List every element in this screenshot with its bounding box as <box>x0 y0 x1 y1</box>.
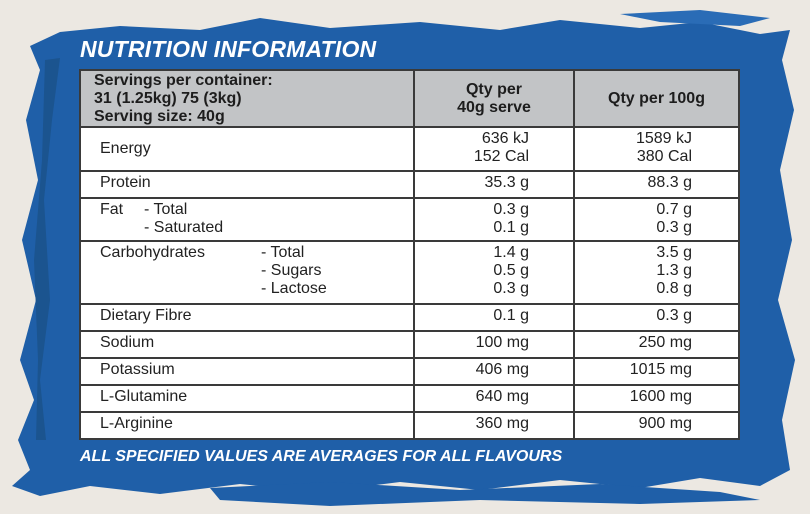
protein-per100: 88.3 g <box>573 170 740 199</box>
fat-serve: 0.3 g 0.1 g <box>413 197 575 242</box>
fibre-per100: 0.3 g <box>573 303 740 332</box>
value: 1.4 g <box>493 244 529 261</box>
potassium-per100: 1015 mg <box>573 357 740 386</box>
table-row-sodium: Sodium 100 mg 250 mg <box>79 330 740 359</box>
carbs-serve: 1.4 g 0.5 g 0.3 g <box>413 240 575 305</box>
glutamine-per100: 1600 mg <box>573 384 740 413</box>
table-row-glutamine: L-Glutamine 640 mg 1600 mg <box>79 384 740 413</box>
fat-per100: 0.7 g 0.3 g <box>573 197 740 242</box>
table-row-fibre: Dietary Fibre 0.1 g 0.3 g <box>79 303 740 332</box>
table-row-energy: Energy 636 kJ 152 Cal 1589 kJ 380 Cal <box>79 126 740 172</box>
serving-size: Serving size: 40g <box>94 107 225 125</box>
table-row-fat: Fat - Total - Saturated 0.3 g 0.1 g <box>79 197 740 242</box>
sodium-per100: 250 mg <box>573 330 740 359</box>
value-kj: 636 kJ <box>481 130 529 147</box>
row-label: Protein <box>79 170 415 199</box>
table-row-arginine: L-Arginine 360 mg 900 mg <box>79 411 740 440</box>
value: 1.3 g <box>656 262 692 279</box>
value-cal: 152 Cal <box>473 148 529 165</box>
carbs-label-cell: Carbohydrates - Total - Sugars - Lactose <box>79 240 415 305</box>
energy-per100: 1589 kJ 380 Cal <box>573 126 740 172</box>
row-label: Potassium <box>79 357 415 386</box>
qty-per-serve-line2: 40g serve <box>457 98 531 116</box>
value: 0.3 g <box>493 280 529 297</box>
value: 0.1 g <box>493 219 529 236</box>
panel-title: NUTRITION INFORMATION <box>80 36 377 62</box>
servings-count: 31 (1.25kg) 75 (3kg) <box>94 89 242 107</box>
sub-label: - Lactose <box>261 280 327 297</box>
averages-note: ALL SPECIFIED VALUES ARE AVERAGES FOR AL… <box>80 448 563 465</box>
row-label: Fat <box>100 201 124 218</box>
value: 0.3 g <box>656 219 692 236</box>
value: 0.3 g <box>493 201 529 218</box>
servings-header: Servings per container: 31 (1.25kg) 75 (… <box>79 69 415 128</box>
sub-label: - Saturated <box>144 219 224 236</box>
table-row-protein: Protein 35.3 g 88.3 g <box>79 170 740 199</box>
table-header-row: Servings per container: 31 (1.25kg) 75 (… <box>79 69 740 128</box>
row-label: Energy <box>79 126 415 172</box>
nutrition-table: Servings per container: 31 (1.25kg) 75 (… <box>79 69 740 440</box>
sub-label: - Sugars <box>261 262 322 279</box>
table-row-potassium: Potassium 406 mg 1015 mg <box>79 357 740 386</box>
sub-label: - Total <box>144 201 188 218</box>
protein-serve: 35.3 g <box>413 170 575 199</box>
glutamine-serve: 640 mg <box>413 384 575 413</box>
qty-per-100g-header: Qty per 100g <box>573 69 740 128</box>
value-kj: 1589 kJ <box>635 130 692 147</box>
qty-per-serve-line1: Qty per <box>465 80 522 98</box>
value: 0.8 g <box>656 280 692 297</box>
table-row-carbohydrates: Carbohydrates - Total - Sugars - Lactose… <box>79 240 740 305</box>
sodium-serve: 100 mg <box>413 330 575 359</box>
arginine-per100: 900 mg <box>573 411 740 440</box>
servings-per-container-label: Servings per container: <box>94 71 273 89</box>
arginine-serve: 360 mg <box>413 411 575 440</box>
value-cal: 380 Cal <box>636 148 692 165</box>
fat-label-cell: Fat - Total - Saturated <box>79 197 415 242</box>
row-label: L-Glutamine <box>79 384 415 413</box>
energy-serve: 636 kJ 152 Cal <box>413 126 575 172</box>
row-label: Carbohydrates <box>100 244 205 261</box>
row-label: L-Arginine <box>79 411 415 440</box>
value: 3.5 g <box>656 244 692 261</box>
value: 0.7 g <box>656 201 692 218</box>
row-label: Dietary Fibre <box>79 303 415 332</box>
potassium-serve: 406 mg <box>413 357 575 386</box>
qty-per-serve-header: Qty per 40g serve <box>413 69 575 128</box>
sub-label: - Total <box>261 244 305 261</box>
value: 0.5 g <box>493 262 529 279</box>
carbs-per100: 3.5 g 1.3 g 0.8 g <box>573 240 740 305</box>
row-label: Sodium <box>79 330 415 359</box>
fibre-serve: 0.1 g <box>413 303 575 332</box>
